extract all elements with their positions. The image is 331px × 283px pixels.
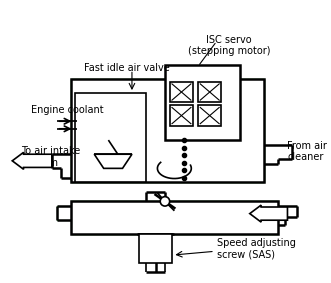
Bar [71, 201, 278, 234]
Text: Engine coolant: Engine coolant [31, 105, 104, 115]
Bar [198, 82, 221, 102]
Bar [71, 79, 264, 183]
Polygon shape [94, 154, 132, 168]
Bar [198, 105, 221, 126]
Text: To air intake
plenum: To air intake plenum [21, 146, 80, 168]
Bar [139, 234, 171, 263]
Text: Fast idle air valve: Fast idle air valve [84, 63, 170, 73]
Bar [75, 93, 146, 183]
Text: From air
cleaner: From air cleaner [287, 141, 327, 162]
FancyArrow shape [250, 205, 287, 222]
Bar [170, 82, 193, 102]
Circle shape [160, 197, 170, 206]
Bar [170, 105, 193, 126]
Text: ISC servo
(stepping motor): ISC servo (stepping motor) [188, 35, 270, 56]
FancyArrow shape [12, 152, 52, 169]
Bar [165, 65, 240, 140]
Text: Speed adjusting
screw (SAS): Speed adjusting screw (SAS) [217, 238, 296, 259]
